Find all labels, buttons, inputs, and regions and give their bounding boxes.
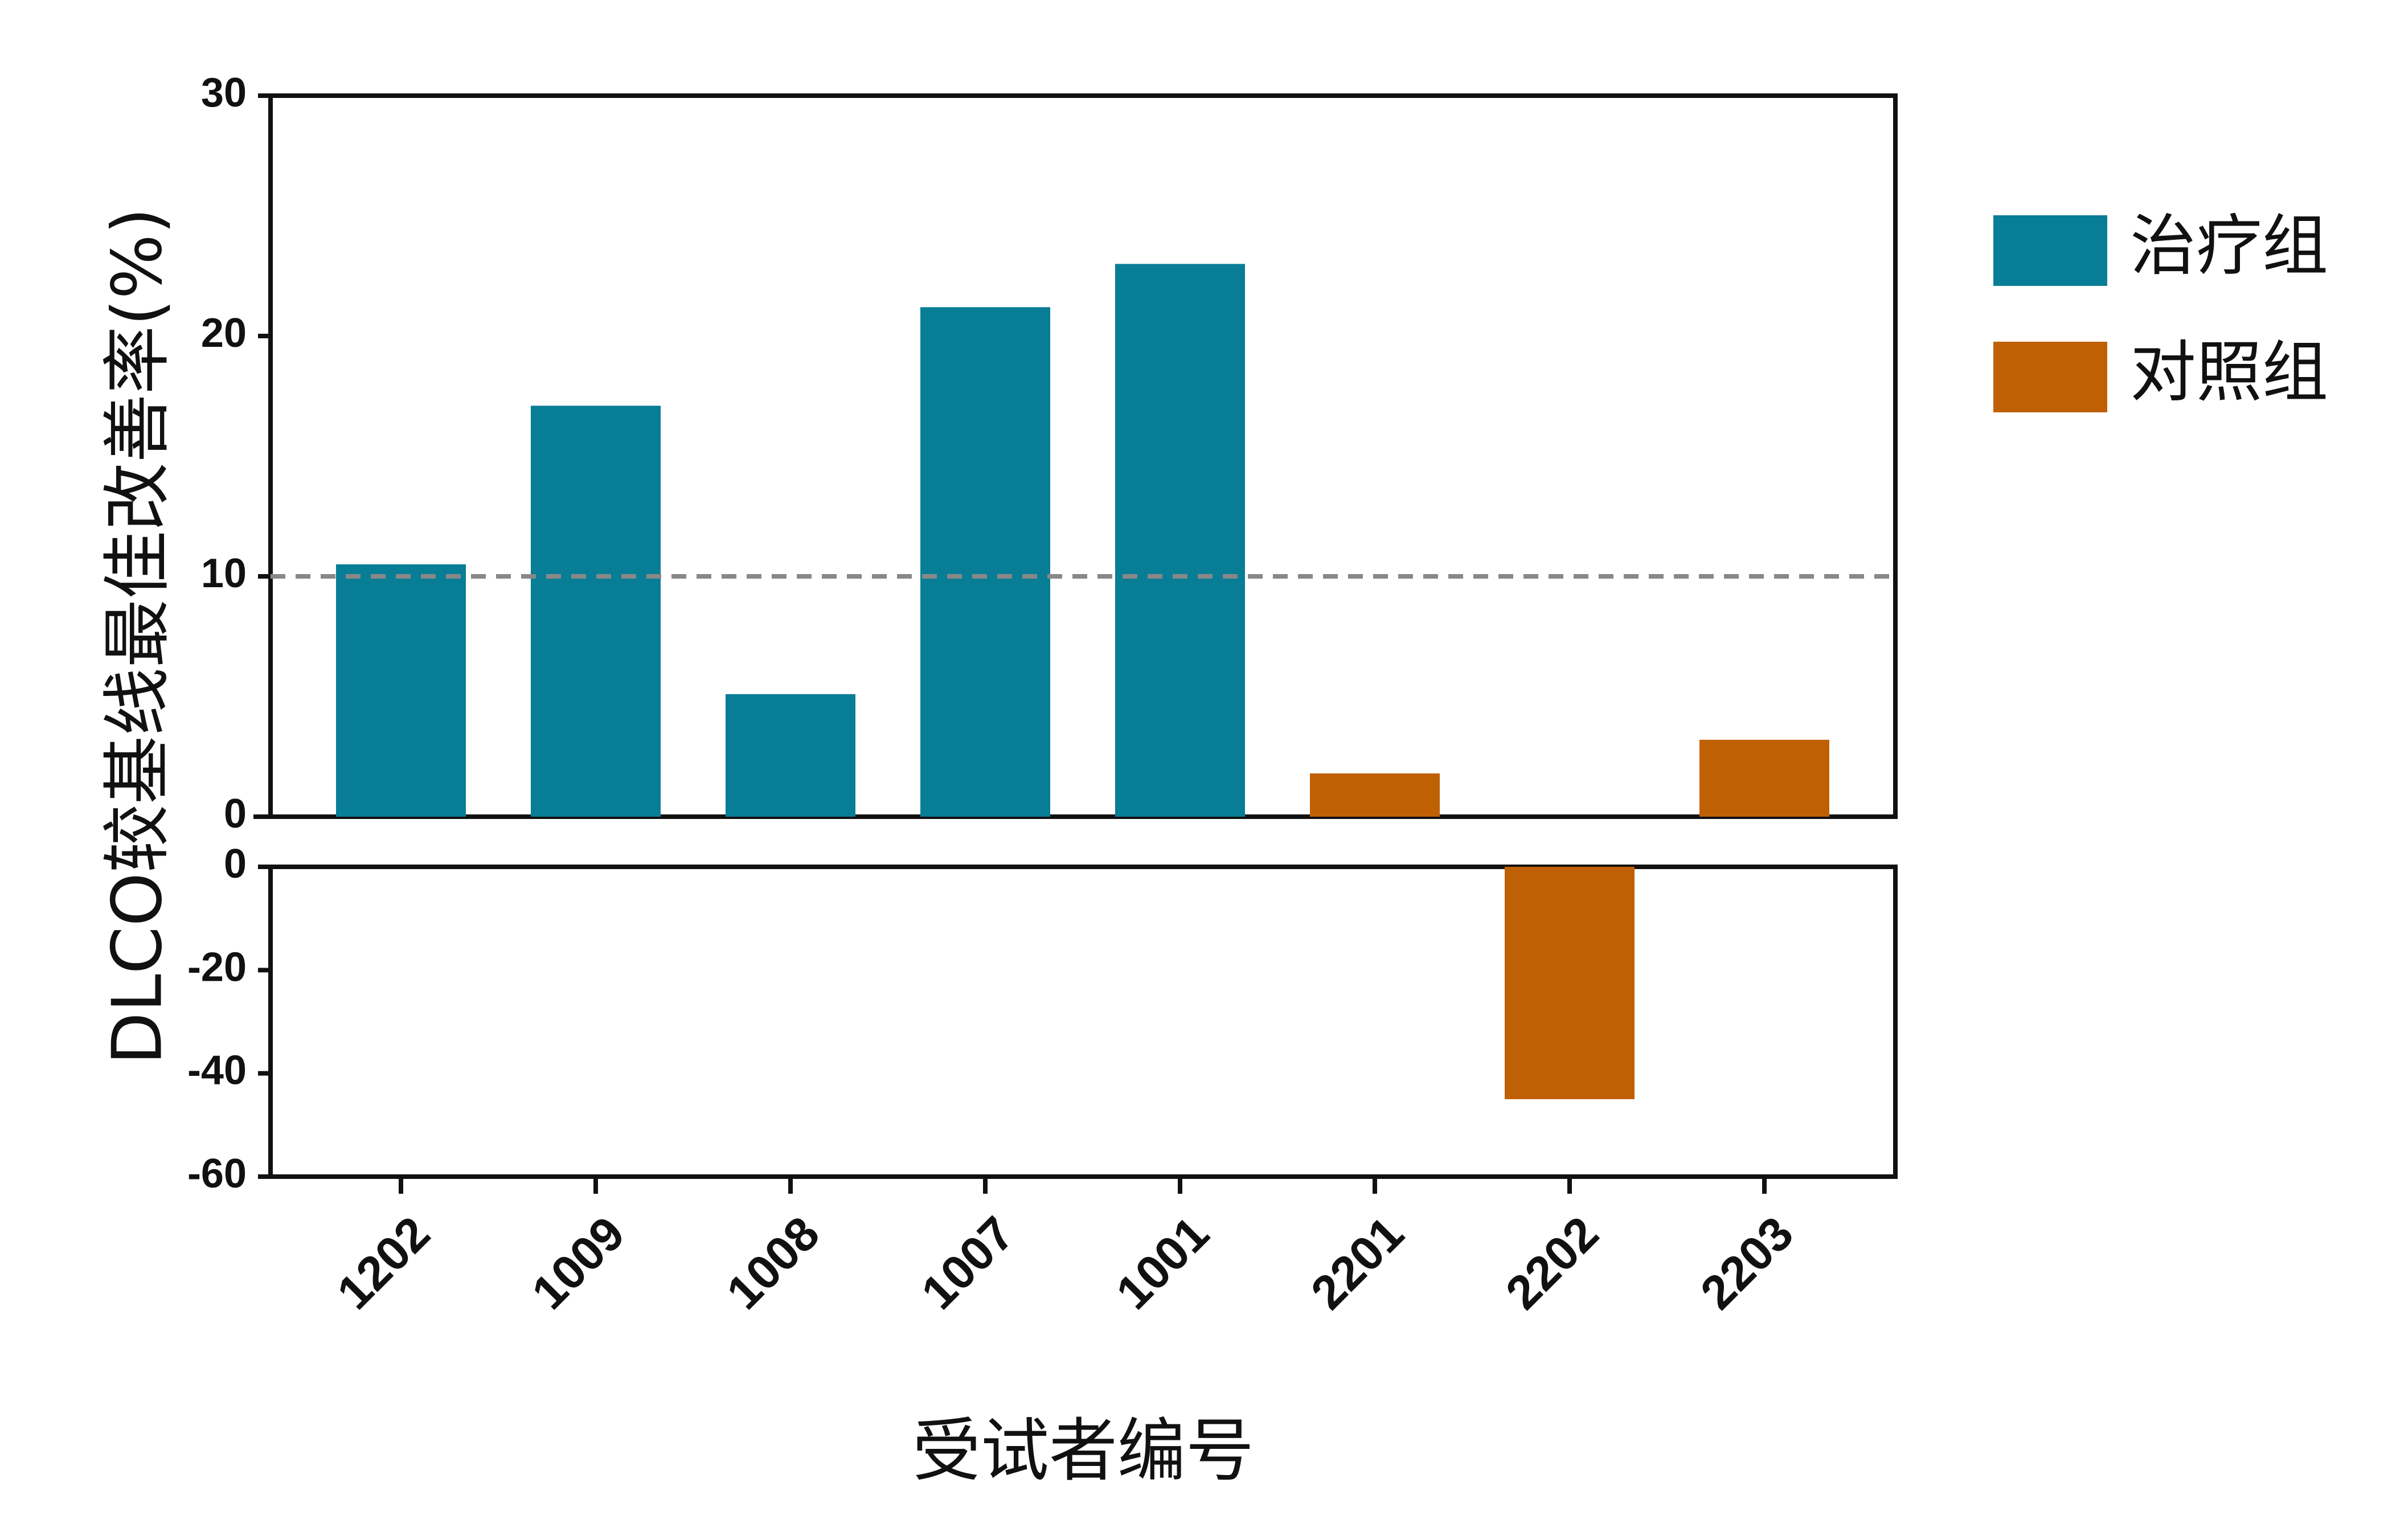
y-tick-label: -20 [187,944,247,990]
x-tick-label: 1007 [911,1206,1025,1320]
bar-2202 [1505,867,1635,1099]
bar-1007 [920,307,1050,817]
y-tick-label: 10 [201,551,247,596]
x-tick-label: 2203 [1690,1206,1804,1320]
x-tick-label: 2201 [1301,1206,1414,1320]
y-tick-label: 0 [224,841,247,887]
y-tick-label: -40 [187,1048,247,1093]
bars-layer [336,264,1829,1099]
x-tick-label: 1008 [716,1206,830,1320]
lower-plot-frame [268,865,1898,1179]
x-tick-label: 2202 [1496,1206,1609,1320]
x-tick-label: 1001 [1106,1206,1219,1320]
y-tick-label: 0 [224,791,247,837]
y-axis-title: DLCO较基线最佳改善率(%) [99,207,178,1064]
bar-1008 [726,694,855,817]
legend-label: 治疗组 [2130,208,2328,285]
y-axis: 0 10 20 30 -60 -40 -20 0 [187,70,271,1197]
x-axis: 1202 1009 1008 1007 1001 2201 2202 2203 [327,1177,1804,1320]
legend-swatch [1993,215,2107,286]
bar-2203 [1699,739,1829,817]
y-tick-label: 30 [201,70,247,116]
legend-swatch [1993,342,2107,412]
x-axis-title: 受试者编号 [912,1412,1254,1491]
bar-1009 [531,406,661,817]
legend-label: 对照组 [2130,334,2328,411]
y-tick-label: -60 [187,1151,247,1197]
bar-1001 [1115,264,1245,817]
y-tick-label: 20 [201,310,247,356]
x-tick-label: 1202 [327,1206,440,1320]
x-tick-label: 1009 [522,1206,635,1320]
bar-1202 [336,564,466,817]
upper-plot-frame [268,93,1898,819]
bar-2201 [1310,773,1440,817]
